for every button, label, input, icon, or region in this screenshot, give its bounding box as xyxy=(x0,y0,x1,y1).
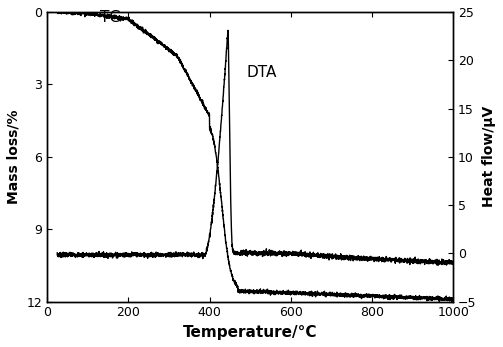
X-axis label: Temperature/°C: Temperature/°C xyxy=(183,325,317,340)
Text: DTA: DTA xyxy=(246,65,277,80)
Y-axis label: Mass loss/%: Mass loss/% xyxy=(7,110,21,204)
Text: TG: TG xyxy=(100,10,121,25)
Y-axis label: Heat flow/μV: Heat flow/μV xyxy=(482,106,496,208)
